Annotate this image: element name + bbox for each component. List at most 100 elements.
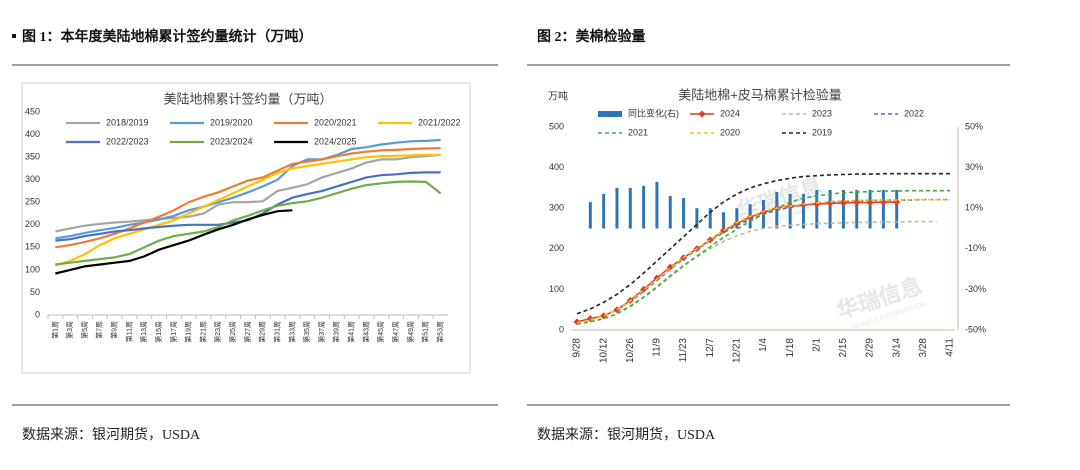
- legend-label: 2018/2019: [106, 117, 149, 127]
- series-line: [576, 189, 950, 325]
- x-tick-label: 第39周: [332, 321, 341, 343]
- x-tick-label: 2/1: [811, 338, 822, 352]
- series-line: [55, 153, 441, 233]
- bar: [642, 185, 646, 229]
- y2-tick-label: -50%: [965, 324, 986, 334]
- x-tick-label: 10/26: [625, 338, 636, 363]
- y-tick-label: 400: [25, 129, 40, 139]
- legend-label: 2021/2022: [418, 117, 461, 127]
- series-line: [55, 153, 441, 267]
- x-tick-label: 第19周: [184, 321, 193, 343]
- x-tick-label: 第31周: [272, 321, 281, 343]
- bar: [815, 189, 819, 229]
- x-tick-label: 11/9: [652, 338, 663, 357]
- x-tick-label: 第15周: [154, 321, 163, 343]
- y2-tick-label: -10%: [965, 243, 986, 253]
- x-tick-label: 第49周: [406, 321, 415, 343]
- series-line: [55, 209, 293, 275]
- figure-source: 数据来源：银河期货，USDA: [22, 426, 201, 443]
- chart-title: 美陆地棉累计签约量（万吨）: [163, 91, 332, 106]
- x-tick-label: 1/18: [785, 338, 796, 358]
- bar: [602, 193, 606, 229]
- bar: [615, 187, 619, 229]
- y2-tick-label: -30%: [965, 284, 986, 294]
- point-marker: [586, 315, 594, 323]
- bar: [841, 189, 845, 229]
- y-tick-label: 350: [25, 151, 40, 161]
- y-tick-label: 100: [549, 284, 564, 294]
- x-tick-label: 第43周: [361, 321, 370, 343]
- x-tick-label: 2/15: [838, 338, 849, 358]
- y-tick-label: 0: [559, 324, 564, 334]
- y2-tick-label: 50%: [965, 121, 983, 131]
- legend-label: 2021: [628, 127, 648, 137]
- bar: [881, 189, 885, 229]
- x-tick-label: 第29周: [258, 321, 267, 343]
- x-tick-label: 12/21: [731, 338, 742, 363]
- x-tick-label: 12/7: [705, 338, 716, 358]
- legend-marker: [698, 110, 706, 118]
- legend-label: 2019/2020: [210, 117, 253, 127]
- legend-swatch: [598, 111, 622, 117]
- figure-caption: 图 2：美棉检验量: [537, 28, 646, 45]
- chart-frame: [21, 82, 471, 374]
- x-tick-label: 第51周: [421, 321, 430, 343]
- x-tick-label: 11/23: [678, 338, 689, 363]
- y-tick-label: 200: [549, 243, 564, 253]
- y-axis-label: 万吨: [548, 90, 568, 103]
- legend-label: 2023: [812, 108, 832, 118]
- x-tick-label: 第41周: [347, 321, 356, 343]
- bullet: [12, 34, 16, 38]
- x-tick-label: 第35周: [302, 321, 311, 343]
- x-tick-label: 第13周: [139, 321, 148, 343]
- legend-label: 同比变化(右): [628, 107, 679, 118]
- x-tick-label: 9/28: [572, 338, 583, 358]
- y-tick-label: 150: [25, 242, 40, 252]
- x-tick-label: 3/28: [918, 338, 929, 358]
- y-tick-label: 250: [25, 197, 40, 207]
- bar: [868, 189, 872, 229]
- x-tick-label: 第37周: [317, 321, 326, 343]
- bar: [855, 189, 859, 229]
- x-tick-label: 1/4: [758, 338, 769, 352]
- x-tick-label: 第23周: [213, 321, 222, 343]
- figure-caption: 图 1：本年度美陆地棉累计签约量统计（万吨）: [22, 28, 313, 45]
- bar: [682, 198, 686, 229]
- legend-label: 2024: [720, 108, 740, 118]
- chart-title: 美陆地棉+皮马棉累计检验量: [678, 87, 842, 102]
- bar: [801, 193, 805, 229]
- series-line: [55, 138, 441, 240]
- y2-tick-label: 30%: [965, 162, 983, 172]
- legend-label: 2019: [812, 127, 832, 137]
- x-tick-label: 第33周: [287, 321, 296, 343]
- y2-tick-label: 10%: [965, 203, 983, 213]
- legend-label: 2023/2024: [210, 136, 253, 146]
- x-tick-label: 第53周: [435, 321, 444, 343]
- x-tick-label: 第21周: [198, 321, 207, 343]
- legend-label: 2020: [720, 127, 740, 137]
- y-tick-label: 0: [35, 309, 40, 319]
- bar: [668, 196, 672, 229]
- bar: [588, 202, 592, 229]
- y-tick-label: 300: [25, 174, 40, 184]
- bar: [628, 187, 632, 229]
- x-tick-label: 4/11: [945, 338, 956, 357]
- x-tick-label: 第47周: [391, 321, 400, 343]
- legend-label: 2022: [904, 108, 924, 118]
- y-tick-label: 400: [549, 162, 564, 172]
- x-tick-label: 第9周: [110, 321, 119, 339]
- legend-label: 2020/2021: [314, 117, 357, 127]
- figure-source: 数据来源：银河期货，USDA: [537, 426, 716, 443]
- y-tick-label: 50: [30, 287, 40, 297]
- x-tick-label: 第17周: [169, 321, 178, 343]
- bar: [708, 208, 712, 229]
- bar: [788, 193, 792, 229]
- y-tick-label: 300: [549, 203, 564, 213]
- x-tick-label: 第7周: [95, 321, 104, 339]
- y-tick-label: 500: [549, 121, 564, 131]
- x-tick-label: 3/14: [891, 338, 902, 358]
- bar: [655, 181, 659, 229]
- legend-label: 2022/2023: [106, 136, 149, 146]
- x-tick-label: 第3周: [65, 321, 74, 339]
